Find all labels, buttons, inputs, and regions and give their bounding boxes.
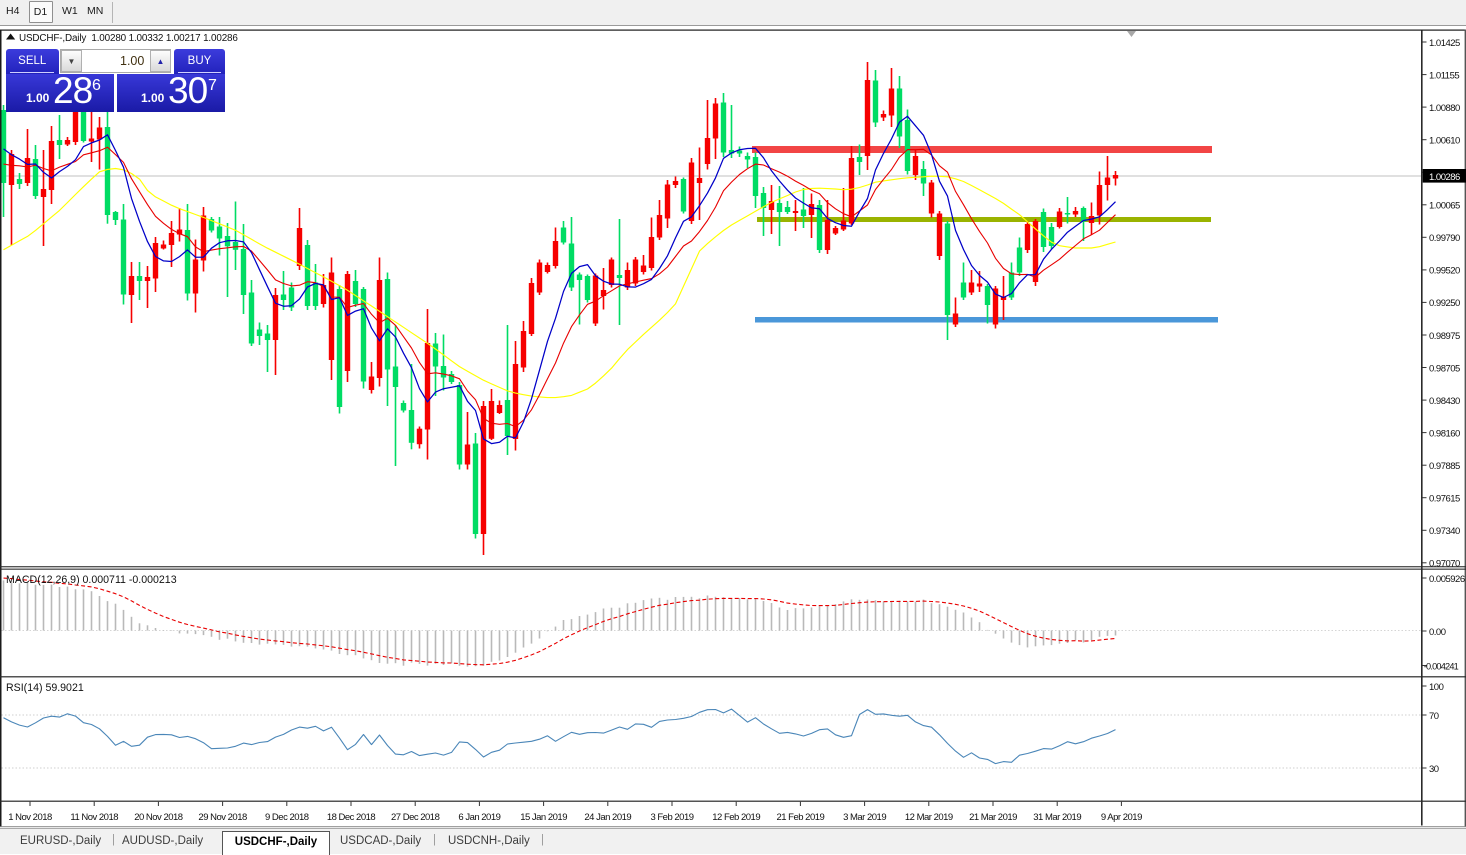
svg-text:0.97340: 0.97340	[1429, 526, 1460, 537]
svg-text:9 Dec 2018: 9 Dec 2018	[265, 812, 309, 823]
svg-text:RSI(14) 59.9021: RSI(14) 59.9021	[6, 682, 84, 694]
svg-text:0.98160: 0.98160	[1429, 428, 1460, 439]
svg-text:27 Dec 2018: 27 Dec 2018	[391, 812, 440, 823]
svg-text:29 Nov 2018: 29 Nov 2018	[198, 812, 247, 823]
svg-text:-0.004241: -0.004241	[1424, 661, 1459, 671]
svg-text:1.00286: 1.00286	[1429, 172, 1460, 183]
svg-text:31 Mar 2019: 31 Mar 2019	[1033, 812, 1081, 823]
svg-text:12 Feb 2019: 12 Feb 2019	[712, 812, 760, 823]
svg-text:0.98705: 0.98705	[1429, 363, 1460, 374]
svg-text:MACD(12,26,9) 0.000711 -0.0002: MACD(12,26,9) 0.000711 -0.000213	[6, 574, 177, 586]
svg-text:12 Mar 2019: 12 Mar 2019	[905, 812, 953, 823]
svg-text:0.00: 0.00	[1429, 627, 1446, 638]
svg-text:0.99790: 0.99790	[1429, 233, 1460, 244]
svg-text:100: 100	[1429, 682, 1444, 693]
svg-text:1.00610: 1.00610	[1429, 136, 1460, 147]
svg-text:1 Nov 2018: 1 Nov 2018	[8, 812, 52, 823]
svg-text:0.98975: 0.98975	[1429, 331, 1460, 342]
svg-text:21 Feb 2019: 21 Feb 2019	[776, 812, 824, 823]
svg-text:70: 70	[1429, 711, 1439, 722]
svg-text:9 Apr 2019: 9 Apr 2019	[1101, 812, 1142, 823]
svg-text:0.005926: 0.005926	[1429, 574, 1465, 585]
svg-text:1.01425: 1.01425	[1429, 38, 1460, 49]
svg-text:21 Mar 2019: 21 Mar 2019	[969, 812, 1017, 823]
svg-text:3 Feb 2019: 3 Feb 2019	[650, 812, 693, 823]
svg-text:20 Nov 2018: 20 Nov 2018	[134, 812, 183, 823]
svg-text:30: 30	[1429, 764, 1439, 775]
svg-text:1.00065: 1.00065	[1429, 201, 1460, 212]
svg-text:USDCHF-,Daily 1.00280 1.00332: USDCHF-,Daily 1.00280 1.00332 1.00217 1.…	[19, 33, 238, 44]
svg-text:11 Nov 2018: 11 Nov 2018	[70, 812, 118, 823]
svg-text:24 Jan 2019: 24 Jan 2019	[584, 812, 631, 823]
svg-text:0.97885: 0.97885	[1429, 461, 1460, 472]
svg-text:0.99250: 0.99250	[1429, 298, 1460, 309]
svg-text:1.01155: 1.01155	[1429, 70, 1459, 81]
svg-text:0.99520: 0.99520	[1429, 266, 1460, 277]
svg-text:18 Dec 2018: 18 Dec 2018	[327, 812, 376, 823]
svg-text:6 Jan 2019: 6 Jan 2019	[458, 812, 500, 823]
svg-text:15 Jan 2019: 15 Jan 2019	[520, 812, 567, 823]
svg-text:0.97615: 0.97615	[1429, 494, 1460, 505]
svg-text:1.00880: 1.00880	[1429, 103, 1460, 114]
svg-text:0.98430: 0.98430	[1429, 396, 1460, 407]
svg-text:3 Mar 2019: 3 Mar 2019	[843, 812, 886, 823]
svg-text:0.97070: 0.97070	[1429, 559, 1460, 570]
